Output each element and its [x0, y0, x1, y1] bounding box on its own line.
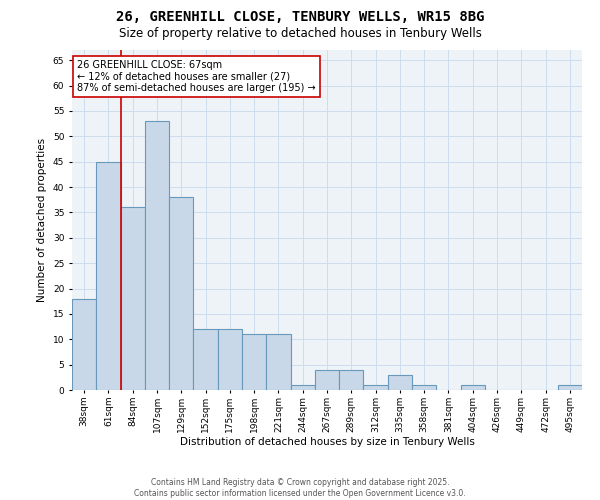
- Bar: [412, 385, 436, 390]
- Bar: [96, 162, 121, 390]
- Text: Contains HM Land Registry data © Crown copyright and database right 2025.
Contai: Contains HM Land Registry data © Crown c…: [134, 478, 466, 498]
- Text: Size of property relative to detached houses in Tenbury Wells: Size of property relative to detached ho…: [119, 28, 481, 40]
- Y-axis label: Number of detached properties: Number of detached properties: [37, 138, 47, 302]
- Bar: [339, 370, 364, 390]
- Bar: [242, 334, 266, 390]
- Bar: [169, 197, 193, 390]
- Bar: [461, 385, 485, 390]
- Bar: [218, 329, 242, 390]
- Bar: [364, 385, 388, 390]
- Bar: [121, 208, 145, 390]
- Bar: [315, 370, 339, 390]
- Bar: [193, 329, 218, 390]
- Bar: [266, 334, 290, 390]
- Bar: [558, 385, 582, 390]
- Bar: [145, 121, 169, 390]
- Bar: [72, 298, 96, 390]
- Text: 26 GREENHILL CLOSE: 67sqm
← 12% of detached houses are smaller (27)
87% of semi-: 26 GREENHILL CLOSE: 67sqm ← 12% of detac…: [77, 60, 316, 94]
- Bar: [388, 375, 412, 390]
- Bar: [290, 385, 315, 390]
- Text: 26, GREENHILL CLOSE, TENBURY WELLS, WR15 8BG: 26, GREENHILL CLOSE, TENBURY WELLS, WR15…: [116, 10, 484, 24]
- X-axis label: Distribution of detached houses by size in Tenbury Wells: Distribution of detached houses by size …: [179, 438, 475, 448]
